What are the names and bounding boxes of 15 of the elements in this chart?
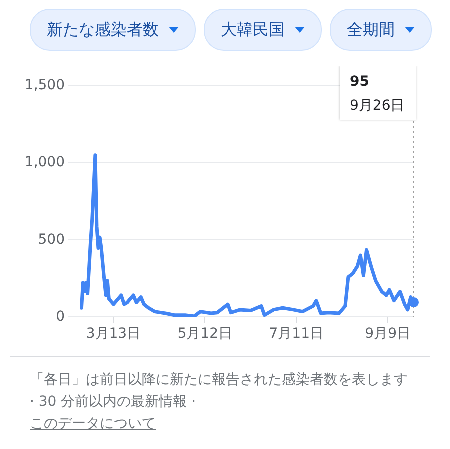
text: このデータについて (30, 415, 157, 434)
annotation: 95 (350, 74, 370, 90)
annotation: 9月26日 (350, 98, 405, 114)
text: 全期間 (347, 20, 395, 40)
x-tick-label: 9月9日 (365, 326, 411, 342)
x-tick-label: 7月11日 (269, 326, 324, 342)
chart-subtitle: 大韓民国 (221, 20, 285, 40)
x-tick-label: 5月12日 (178, 326, 233, 342)
text: 「各日」は前日以降に新たに報告された感染者数を表します · 30 分前以内の最新情報 · (30, 371, 409, 412)
x-tick-label: 3月13日 (86, 326, 142, 342)
y-tick-label: 1,500 (24, 78, 65, 94)
y-tick-label: 0 (56, 308, 65, 325)
y-tick-label: 500 (38, 232, 65, 248)
y-tick-label: 1,000 (24, 154, 65, 171)
chart-title: 新たな感染者数 (47, 20, 159, 40)
